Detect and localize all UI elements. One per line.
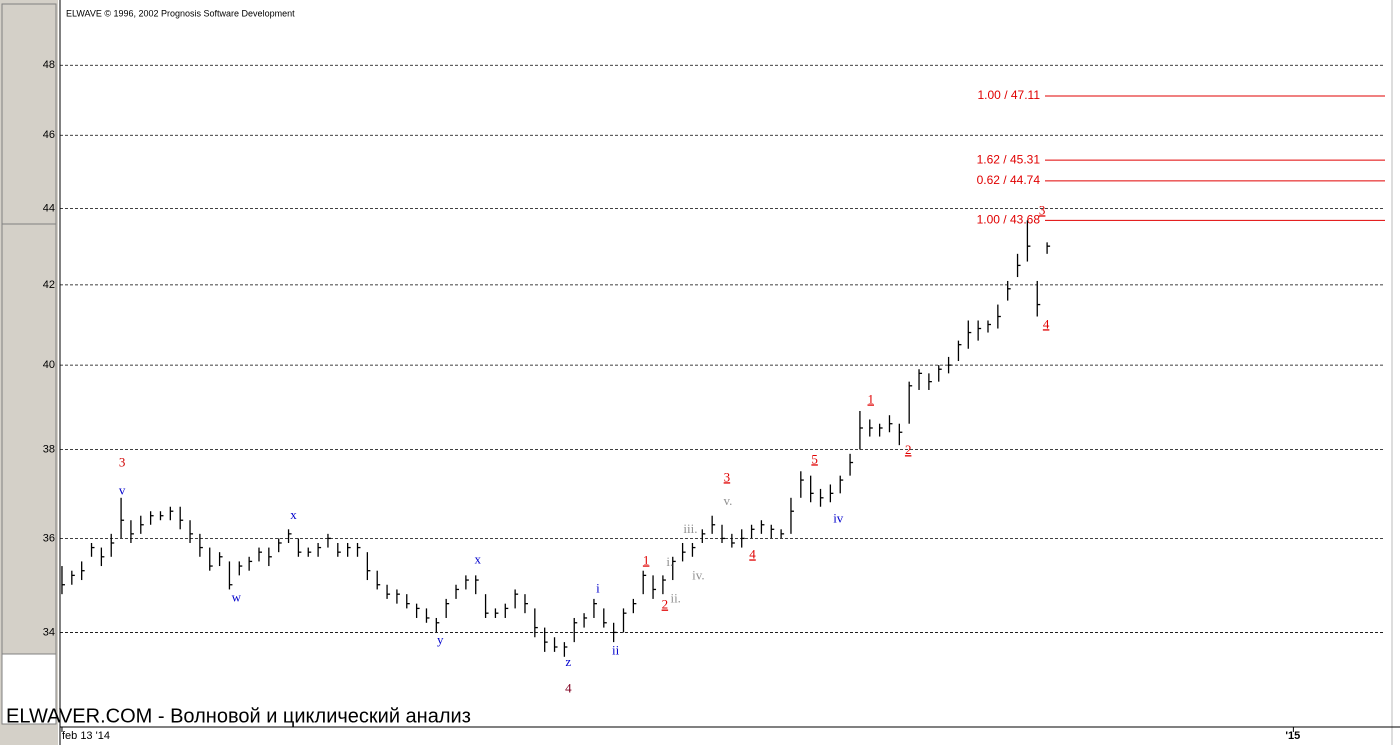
wave-label: z <box>565 654 571 669</box>
x-tick-label: feb 13 '14 <box>62 730 110 742</box>
wave-label: 4 <box>565 680 572 695</box>
wave-label: i <box>596 580 600 595</box>
fib-label: 1.62 / 45.31 <box>977 152 1041 166</box>
wave-label: 2 <box>905 442 912 457</box>
y-tick-label: 40 <box>43 359 55 371</box>
y-tick-label: 36 <box>43 532 55 544</box>
wave-label: ii <box>612 642 620 657</box>
wave-label: 4 <box>749 546 756 561</box>
wave-label: iv. <box>692 567 705 582</box>
wave-label: 3 <box>724 469 731 484</box>
wave-label: v. <box>723 493 732 508</box>
wave-label: 3 <box>1039 202 1046 217</box>
wave-label: y <box>437 632 444 647</box>
fib-label: 1.00 / 47.11 <box>978 88 1041 102</box>
y-tick-label: 38 <box>43 443 55 455</box>
fib-label: 0.62 / 44.74 <box>977 173 1041 187</box>
wave-label: iv <box>833 510 844 525</box>
wave-label: i. <box>666 554 673 569</box>
wave-label: 3 <box>119 454 126 469</box>
y-tick-label: 34 <box>43 626 55 638</box>
left-panel <box>0 0 58 745</box>
wave-label: 2 <box>662 597 669 612</box>
wave-label: x <box>290 507 297 522</box>
caption: ELWAVER.COM - Волновой и циклический ана… <box>6 705 471 727</box>
wave-label: w <box>232 589 242 604</box>
wave-label: 1 <box>643 552 650 567</box>
x-tick-label: '15 <box>1285 730 1300 742</box>
chart-title: ELWAVE © 1996, 2002 Prognosis Software D… <box>66 8 295 18</box>
panel-box <box>1 653 57 725</box>
wave-label: v <box>119 483 126 498</box>
wave-label: 4 <box>1043 316 1050 331</box>
y-tick-label: 46 <box>43 129 55 141</box>
y-tick-label: 44 <box>43 202 55 214</box>
wave-label: x <box>474 551 481 566</box>
y-tick-label: 42 <box>43 279 55 291</box>
fib-label: 1.00 / 43.68 <box>977 213 1041 227</box>
wave-label: 1 <box>868 391 875 406</box>
wave-label: ii. <box>670 590 680 605</box>
wave-label: iii. <box>683 521 697 536</box>
y-tick-label: 48 <box>43 59 55 71</box>
wave-label: 5 <box>811 451 818 466</box>
